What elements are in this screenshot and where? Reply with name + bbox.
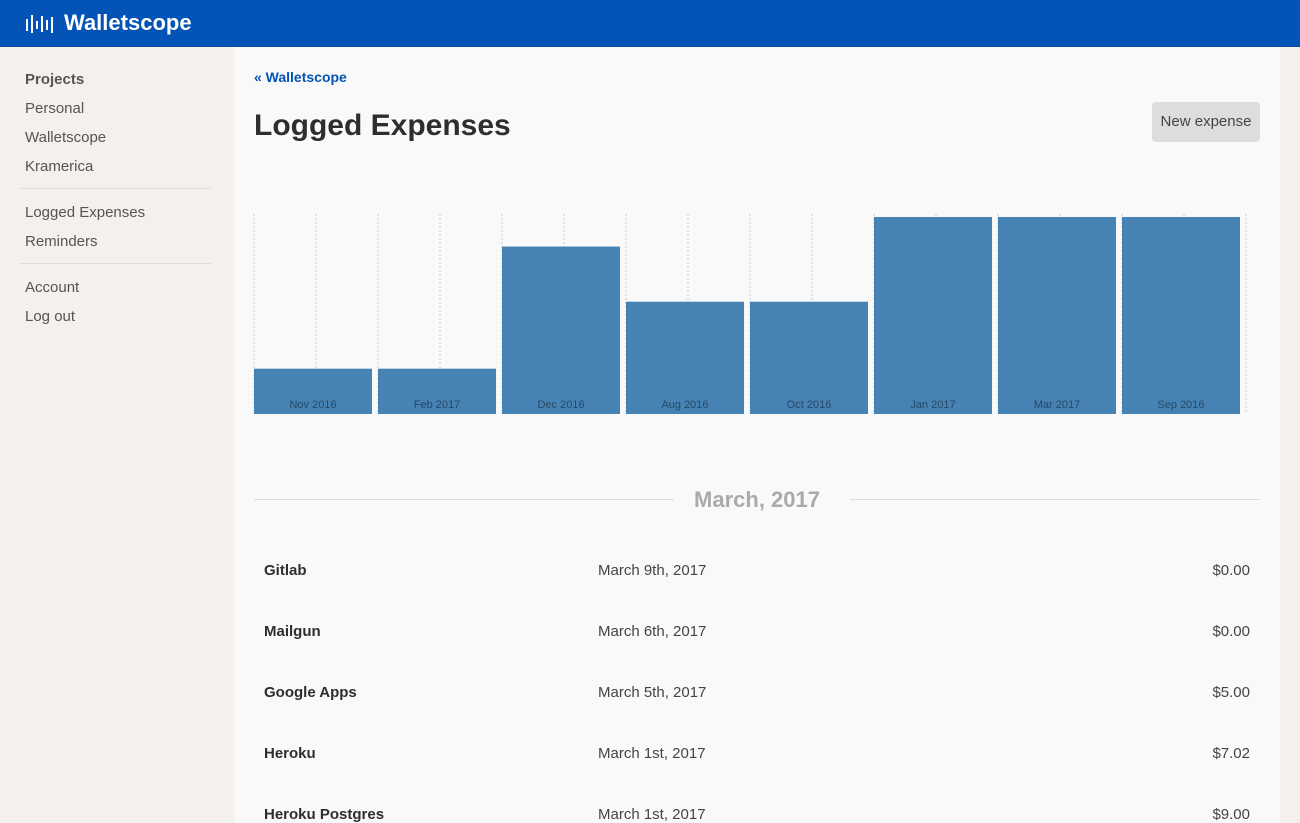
- logo: [26, 15, 53, 33]
- expense-date: March 6th, 2017: [598, 623, 707, 640]
- month-title: March, 2017: [694, 487, 820, 512]
- x-tick-label: Aug 2016: [661, 399, 708, 411]
- bar: [998, 217, 1116, 414]
- main: « Walletscope Logged Expenses New expens…: [234, 47, 1280, 823]
- bar: [626, 301, 744, 414]
- nav-link[interactable]: Log out: [25, 308, 76, 325]
- expense-row[interactable]: Heroku March 1st, 2017 $7.02: [254, 745, 1260, 775]
- nav-link[interactable]: Reminders: [25, 233, 98, 250]
- new-expense-button[interactable]: New expense: [1152, 102, 1260, 142]
- x-tick-label: Dec 2016: [537, 399, 584, 411]
- expense-row[interactable]: Heroku Postgres March 1st, 2017 $9.00: [254, 806, 1260, 823]
- expense-row[interactable]: Gitlab March 9th, 2017 $0.00: [254, 562, 1260, 592]
- divider: [20, 188, 211, 189]
- bar: [502, 246, 620, 414]
- page-title: Logged Expenses: [254, 109, 511, 142]
- nav-link[interactable]: Personal: [25, 100, 85, 117]
- x-tick-label: Jan 2017: [910, 399, 955, 411]
- nav-link[interactable]: Walletscope: [25, 129, 107, 146]
- x-tick-label: Nov 2016: [289, 399, 336, 411]
- month-heading: March, 2017: [254, 487, 1260, 512]
- bar: [378, 368, 496, 414]
- sidebar: Projects Personal Walletscope Kramerica …: [0, 47, 233, 823]
- expense-name: Mailgun: [264, 623, 321, 640]
- expense-name: Google Apps: [264, 684, 357, 701]
- x-tick-label: Mar 2017: [1034, 399, 1080, 411]
- top-bar: Walletscope: [0, 0, 1300, 47]
- expense-date: March 1st, 2017: [598, 745, 706, 762]
- x-tick-label: Feb 2017: [414, 399, 460, 411]
- expense-amount: $0.00: [1212, 623, 1250, 640]
- expense-date: March 9th, 2017: [598, 562, 707, 579]
- expense-name: Heroku: [264, 745, 316, 762]
- bar: [254, 368, 372, 414]
- nav-link[interactable]: Account: [25, 279, 80, 296]
- expense-date: March 5th, 2017: [598, 684, 707, 701]
- nav-link[interactable]: Kramerica: [25, 158, 94, 175]
- brand[interactable]: Walletscope: [64, 10, 192, 35]
- expense-row[interactable]: Google Apps March 5th, 2017 $5.00: [254, 684, 1260, 714]
- expense-amount: $0.00: [1212, 562, 1250, 579]
- chart: Nov 2016 Feb 2017 Dec 2016 Aug 2016 Oct 2016…: [253, 214, 1247, 414]
- expense-name: Gitlab: [264, 562, 307, 579]
- bar: [1122, 217, 1240, 414]
- nav-link[interactable]: Logged Expenses: [25, 204, 146, 221]
- bar: [874, 217, 992, 414]
- divider: [20, 263, 211, 264]
- rule: [254, 499, 674, 500]
- expense-name: Heroku Postgres: [264, 806, 385, 823]
- rule: [850, 499, 1260, 500]
- expense-amount: $9.00: [1212, 806, 1250, 823]
- breadcrumb[interactable]: « Walletscope: [254, 69, 347, 85]
- expense-row[interactable]: Mailgun March 6th, 2017 $0.00: [254, 623, 1260, 653]
- x-tick-label: Sep 2016: [1157, 399, 1204, 411]
- sidebar-heading: Projects: [25, 71, 85, 88]
- expense-amount: $7.02: [1212, 745, 1250, 762]
- gutter: [1280, 47, 1300, 823]
- expense-date: March 1st, 2017: [598, 806, 706, 823]
- x-tick-label: Oct 2016: [787, 399, 832, 411]
- expense-amount: $5.00: [1212, 684, 1250, 701]
- bar: [750, 301, 868, 414]
